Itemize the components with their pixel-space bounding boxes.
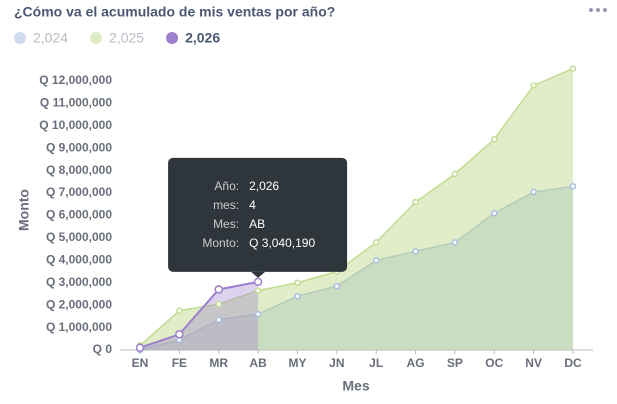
legend-swatch bbox=[14, 32, 26, 44]
x-tick-label: NV bbox=[525, 356, 542, 370]
legend-item[interactable]: 2,026 bbox=[166, 30, 220, 46]
menu-icon[interactable] bbox=[589, 8, 607, 12]
tooltip-value: AB bbox=[249, 217, 265, 231]
legend-label: 2,025 bbox=[109, 30, 144, 46]
y-tick-label: Q 10,000,000 bbox=[39, 118, 112, 132]
point bbox=[412, 198, 419, 206]
x-tick-label: AB bbox=[249, 356, 267, 370]
y-tick-label: Q 3,000,000 bbox=[46, 275, 112, 289]
point bbox=[569, 65, 577, 72]
tooltip: Año: 2,026 mes: 4 Mes: AB Monto: Q 3,040,190 bbox=[168, 157, 348, 278]
x-tick-label: FE bbox=[172, 356, 187, 370]
chart-title: ¿Cómo va el acumulado de mis ventas por … bbox=[14, 4, 335, 20]
y-tick-label: Q 4,000,000 bbox=[46, 252, 112, 266]
y-tick-label: Q 1,000,000 bbox=[46, 320, 112, 334]
tooltip-value: Q 3,040,190 bbox=[249, 236, 315, 250]
area bbox=[140, 281, 259, 350]
point bbox=[451, 239, 459, 246]
point bbox=[491, 209, 498, 217]
point bbox=[530, 188, 537, 196]
point bbox=[372, 239, 380, 246]
point bbox=[491, 135, 498, 143]
point bbox=[215, 300, 222, 308]
point bbox=[135, 343, 145, 353]
tooltip-value: 2,026 bbox=[249, 179, 279, 193]
point bbox=[253, 277, 263, 287]
y-tick-label: Q 11,000,000 bbox=[40, 96, 112, 110]
point bbox=[451, 170, 459, 178]
y-tick-label: Q 5,000,000 bbox=[46, 230, 112, 244]
y-axis-label: Monto bbox=[16, 189, 32, 231]
point bbox=[294, 292, 301, 300]
point bbox=[254, 287, 262, 294]
legend-item[interactable]: 2,025 bbox=[90, 30, 144, 46]
point bbox=[530, 82, 537, 89]
legend-swatch bbox=[90, 32, 103, 44]
point bbox=[372, 257, 380, 264]
menu-dot bbox=[589, 8, 593, 12]
tooltip-key: mes: bbox=[213, 198, 239, 212]
x-tick-label: JN bbox=[329, 356, 344, 370]
x-tick-label: MY bbox=[288, 356, 306, 370]
x-tick-label: AG bbox=[407, 356, 425, 370]
y-tick-label: Q 7,000,000 bbox=[46, 185, 112, 199]
line bbox=[139, 280, 259, 349]
x-axis-label: Mes bbox=[342, 378, 369, 394]
tooltip-box bbox=[168, 157, 348, 272]
x-tick-label: MR bbox=[209, 356, 228, 370]
tooltip-value: 4 bbox=[249, 198, 256, 212]
area bbox=[140, 68, 573, 350]
legend-label: 2,024 bbox=[33, 30, 68, 46]
menu-dot bbox=[596, 8, 600, 12]
point bbox=[175, 330, 184, 339]
menu-dot bbox=[603, 8, 607, 12]
y-tick-label: Q 0 bbox=[93, 342, 113, 356]
x-tick-label: EN bbox=[132, 356, 149, 370]
y-tick-label: Q 12,000,000 bbox=[39, 73, 112, 87]
tooltip-pointer bbox=[251, 271, 266, 278]
y-tick-label: Q 8,000,000 bbox=[46, 163, 112, 177]
tooltip-key: Mes: bbox=[213, 217, 239, 231]
point bbox=[254, 310, 262, 318]
x-tick-label: OC bbox=[485, 356, 503, 370]
line bbox=[139, 67, 574, 347]
tooltip-key: Año: bbox=[214, 179, 239, 193]
x-tick-label: JL bbox=[369, 356, 383, 370]
y-tick-label: Q 6,000,000 bbox=[46, 208, 112, 222]
point bbox=[214, 285, 223, 294]
y-tick-label: Q 9,000,000 bbox=[46, 140, 112, 154]
point bbox=[412, 248, 419, 255]
tooltip-key: Monto: bbox=[202, 236, 239, 250]
x-tick-label: DC bbox=[564, 356, 582, 370]
point bbox=[333, 282, 341, 290]
point bbox=[176, 307, 183, 315]
point bbox=[215, 316, 222, 323]
legend-swatch bbox=[166, 32, 179, 44]
x-tick-label: SP bbox=[447, 356, 463, 370]
legend-item[interactable]: 2,024 bbox=[14, 30, 68, 46]
legend-label: 2,026 bbox=[185, 30, 220, 46]
point bbox=[569, 183, 577, 190]
point bbox=[294, 279, 301, 286]
y-tick-label: Q 2,000,000 bbox=[46, 297, 112, 311]
